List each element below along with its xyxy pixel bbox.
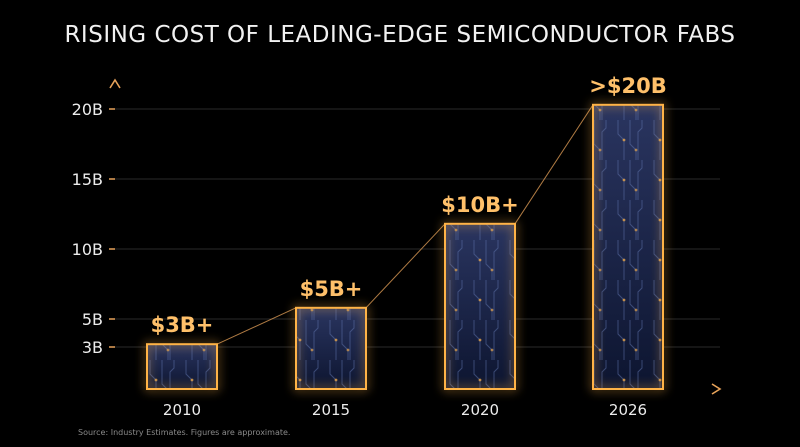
x-tick-label-2015: 2015	[312, 401, 350, 419]
y-tick-label-10b: 10B	[72, 240, 103, 259]
trend-connector-line	[216, 104, 594, 345]
bar-2015	[295, 306, 367, 390]
data-label-2015: $5B+	[300, 277, 363, 301]
x-tick-label-2010: 2010	[163, 401, 201, 419]
bar-2020	[444, 222, 516, 390]
y-tick-label-5b: 5B	[82, 310, 103, 329]
chart-title: RISING COST OF LEADING-EDGE SEMICONDUCTO…	[64, 22, 736, 48]
bar-2010	[146, 342, 218, 391]
connector-layer	[216, 104, 594, 345]
x-axis-arrow-icon	[711, 383, 722, 395]
bar-2026	[592, 103, 664, 391]
axis-layer	[109, 78, 722, 395]
data-label-2020: $10B+	[441, 193, 518, 217]
y-axis-arrow-icon	[109, 78, 121, 89]
y-tick-label-3b: 3B	[82, 338, 103, 357]
label-layer: 3B 5B 10B 15B 20B $3B+ 2010 $5B+ 2015 $10B+ 2020 >$…	[72, 74, 667, 419]
bar-layer	[146, 103, 664, 391]
y-tick-label-20b: 20B	[72, 100, 103, 119]
x-tick-label-2026: 2026	[609, 401, 647, 419]
x-tick-label-2020: 2020	[461, 401, 499, 419]
source-note: Source: Industry Estimates. Figures are …	[78, 428, 291, 437]
data-label-2026: >$20B	[589, 74, 666, 98]
y-tick-label-15b: 15B	[72, 170, 103, 189]
data-label-2010: $3B+	[151, 313, 214, 337]
